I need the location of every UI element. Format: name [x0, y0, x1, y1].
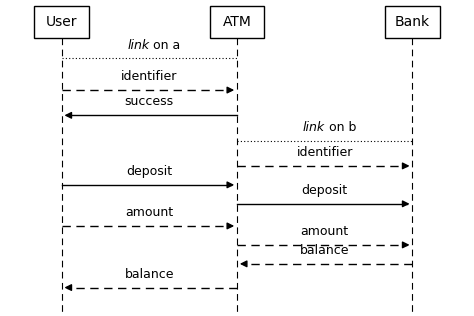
Text: balance: balance: [300, 244, 349, 257]
Text: Bank: Bank: [395, 15, 430, 29]
Text: amount: amount: [301, 225, 349, 238]
Text: deposit: deposit: [126, 165, 173, 178]
Text: ATM: ATM: [223, 15, 251, 29]
Text: deposit: deposit: [301, 184, 348, 197]
Bar: [34, 6, 89, 38]
Text: balance: balance: [125, 268, 174, 281]
Text: identifier: identifier: [297, 146, 353, 159]
Text: link: link: [127, 39, 149, 52]
Text: on a: on a: [149, 39, 181, 52]
Text: success: success: [125, 95, 174, 108]
Text: link: link: [302, 121, 325, 134]
Text: User: User: [46, 15, 77, 29]
Text: on b: on b: [325, 121, 356, 134]
Text: amount: amount: [125, 206, 173, 219]
Text: identifier: identifier: [121, 70, 177, 83]
Bar: [210, 6, 264, 38]
Bar: [385, 6, 439, 38]
